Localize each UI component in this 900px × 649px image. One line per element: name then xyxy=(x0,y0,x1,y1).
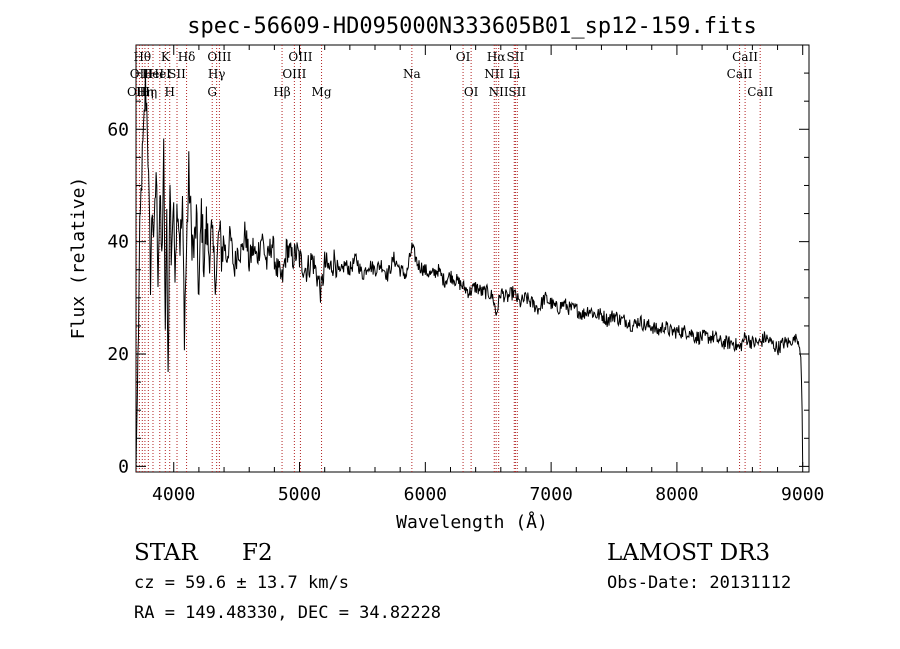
object-type: STAR xyxy=(134,540,198,566)
line-label: HeI xyxy=(149,67,172,81)
line-label: CaII xyxy=(732,50,758,64)
x-axis-label: Wavelength (Å) xyxy=(396,511,548,533)
line-label: OIII xyxy=(282,67,306,81)
line-label: HeI xyxy=(142,67,165,81)
observation-date: Obs-Date: 20131112 xyxy=(607,573,792,593)
line-label: K xyxy=(161,50,171,64)
line-label: OII xyxy=(127,85,147,99)
y-axis-label: Flux (relative) xyxy=(68,177,89,340)
line-label: NII xyxy=(484,67,504,81)
x-tick-label: 4000 xyxy=(152,484,195,505)
x-tick-label: 5000 xyxy=(278,484,321,505)
ra-dec-coordinates: RA = 149.48330, DEC = 34.82228 xyxy=(134,603,442,623)
y-tick-label: 60 xyxy=(107,119,129,140)
y-tick-label: 0 xyxy=(118,456,129,477)
line-label: OI xyxy=(464,85,479,99)
emission-line-labels: OIIOIIHθHηHηHeIHeIKHSIIHδGHγOIIIHβOIIIOI… xyxy=(127,50,773,99)
line-label: Na xyxy=(403,67,421,81)
line-label: OII xyxy=(130,67,150,81)
object-subclass: F2 xyxy=(242,540,273,566)
line-label: CaII xyxy=(727,67,753,81)
line-label: Hβ xyxy=(273,85,290,99)
line-label: OIII xyxy=(288,50,312,64)
line-label: SII xyxy=(508,85,526,99)
line-label: SII xyxy=(507,50,525,64)
survey-name: LAMOST DR3 xyxy=(607,540,771,566)
line-label: NII xyxy=(489,85,509,99)
y-tick-label: 20 xyxy=(107,344,129,365)
emission-line-markers xyxy=(136,45,761,472)
plot-frame xyxy=(135,44,810,473)
line-label: Hθ xyxy=(133,50,151,64)
line-label: Hα xyxy=(487,50,506,64)
line-label: SII xyxy=(168,67,186,81)
line-label: G xyxy=(207,85,217,99)
chart-title: spec-56609-HD095000N333605B01_sp12-159.f… xyxy=(187,14,757,39)
line-label: OI xyxy=(456,50,471,64)
redshift-velocity: cz = 59.6 ± 13.7 km/s xyxy=(134,573,349,593)
line-label: Hδ xyxy=(178,50,196,64)
x-tick-label: 8000 xyxy=(655,484,698,505)
line-label: OIII xyxy=(207,50,231,64)
x-tick-label: 6000 xyxy=(404,484,447,505)
line-label: Hγ xyxy=(208,67,226,81)
line-label: CaII xyxy=(747,85,773,99)
line-label: Mg xyxy=(312,85,332,99)
line-label: Li xyxy=(508,67,520,81)
x-tick-label: 9000 xyxy=(781,484,824,505)
spectrum-line xyxy=(135,69,804,467)
axis-tick-labels: 4000 5000 6000 7000 8000 9000 0 20 40 60 xyxy=(107,119,824,505)
line-label: H xyxy=(164,85,174,99)
line-label: Hη xyxy=(139,85,157,99)
x-tick-label: 7000 xyxy=(529,484,572,505)
y-tick-label: 40 xyxy=(107,232,129,253)
